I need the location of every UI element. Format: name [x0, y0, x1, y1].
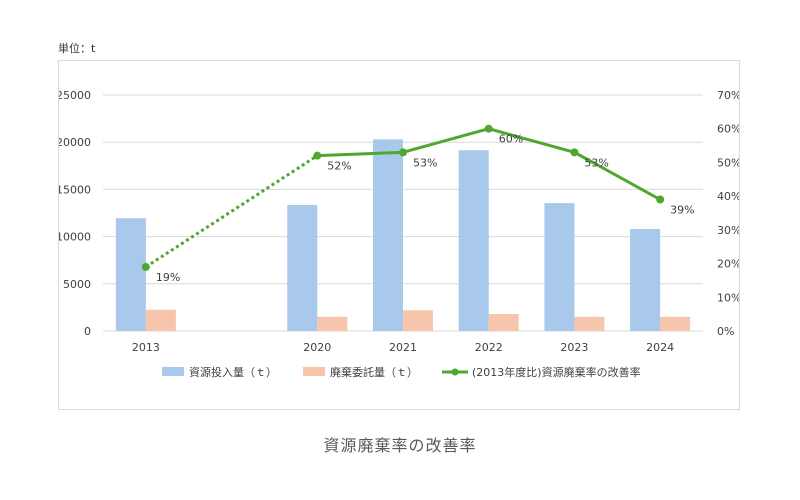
- bar-resource-input: [115, 218, 146, 331]
- rate-line-dotted: [145, 154, 319, 269]
- y-right-tick-label: 70%: [717, 89, 739, 102]
- legend-swatch-rate-marker: [451, 368, 459, 376]
- combo-chart: 0 5000 10000 15000 20000 25000 0% 10% 20% 30% 40% 5…: [59, 89, 739, 379]
- y-right-tick-label: 60%: [717, 123, 739, 136]
- x-tick-label: 2013: [132, 341, 160, 354]
- bar-disposal: [574, 316, 605, 331]
- rate-data-label: 60%: [499, 133, 523, 146]
- y-left-tick-label: 5000: [63, 278, 91, 291]
- x-tick-label: 2020: [303, 341, 331, 354]
- y-right-tick-label: 0%: [717, 325, 734, 338]
- legend-label-rate: (2013年度比)資源廃棄率の改善率: [472, 365, 641, 379]
- rate-point: [313, 151, 322, 160]
- rate-data-label: 39%: [670, 204, 694, 217]
- y-left-tick-label: 0: [84, 325, 91, 338]
- bar-resource-input: [458, 150, 489, 331]
- bar-resource-input: [544, 203, 575, 331]
- legend-swatch-resource-input: [162, 367, 184, 376]
- x-tick-label: 2023: [560, 341, 588, 354]
- rate-data-label: 52%: [327, 160, 351, 173]
- y-left-tick-label: 15000: [59, 183, 91, 196]
- bar-disposal: [488, 314, 519, 331]
- rate-point: [570, 148, 579, 157]
- y-left-tick-label: 25000: [59, 89, 91, 102]
- legend-label-resource-input: 資源投入量（ｔ）: [189, 365, 277, 379]
- rate-point: [141, 262, 150, 271]
- bar-disposal: [403, 310, 433, 331]
- bar-disposal: [145, 309, 176, 331]
- bar-resource-input: [287, 204, 318, 331]
- y-left-tick-label: 10000: [59, 231, 91, 244]
- bar-disposal: [317, 316, 348, 331]
- y-right-tick-label: 10%: [717, 291, 739, 304]
- legend-swatch-disposal: [303, 367, 325, 376]
- chart-frame: 0 5000 10000 15000 20000 25000 0% 10% 20% 30% 40% 5…: [58, 60, 740, 410]
- legend-label-disposal: 廃棄委託量（ｔ）: [330, 365, 418, 379]
- bar-resource-input: [373, 139, 403, 331]
- x-tick-label: 2024: [646, 341, 674, 354]
- rate-data-label: 19%: [156, 271, 180, 284]
- y-left-tick-label: 20000: [59, 136, 91, 149]
- y-right-tick-label: 30%: [717, 224, 739, 237]
- y-right-tick-label: 40%: [717, 190, 739, 203]
- rate-point: [484, 124, 493, 133]
- bar-resource-input: [630, 229, 661, 331]
- rate-data-label: 53%: [584, 156, 608, 169]
- x-tick-label: 2022: [475, 341, 503, 354]
- y-right-tick-label: 50%: [717, 156, 739, 169]
- rate-point: [656, 195, 665, 204]
- y-right-tick-label: 20%: [717, 258, 739, 271]
- unit-label: 単位：t: [58, 42, 96, 55]
- bar-disposal: [660, 316, 691, 331]
- rate-point: [399, 148, 407, 157]
- chart-caption: 資源廃棄率の改善率: [323, 436, 477, 455]
- rate-data-label: 53%: [413, 156, 437, 169]
- x-tick-label: 2021: [389, 341, 417, 354]
